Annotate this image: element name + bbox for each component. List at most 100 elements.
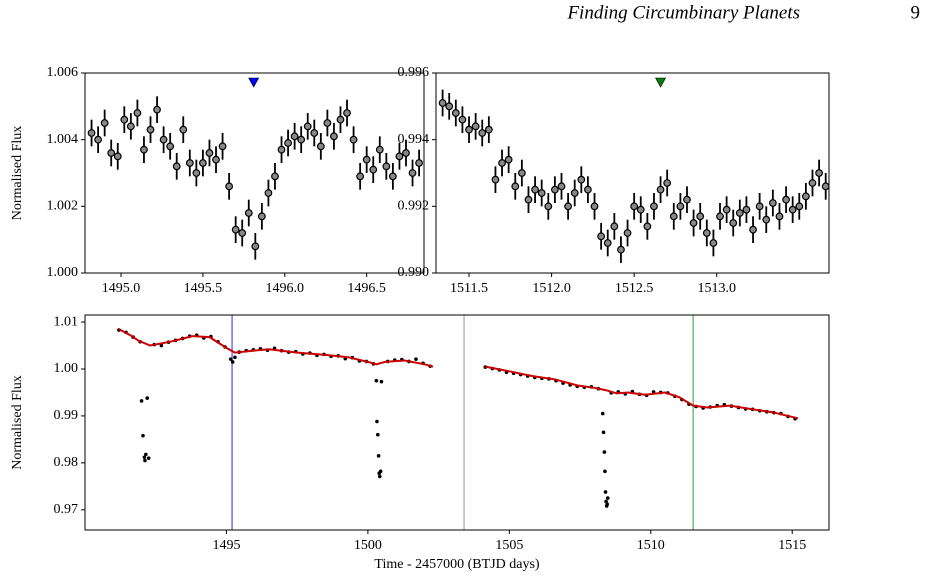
flux-point bbox=[604, 499, 608, 504]
x-tick-label: 1510 bbox=[637, 538, 665, 553]
flux-point bbox=[603, 490, 608, 494]
data-point bbox=[445, 102, 454, 111]
y-tick-label: 1.002 bbox=[47, 199, 79, 214]
data-point bbox=[650, 202, 658, 211]
data-point bbox=[120, 115, 129, 124]
data-point bbox=[617, 245, 625, 254]
data-point bbox=[126, 122, 135, 131]
data-point bbox=[218, 142, 227, 151]
data-point bbox=[343, 109, 351, 117]
flux-point bbox=[146, 456, 151, 460]
data-point bbox=[821, 182, 829, 191]
y-tick-label: 1.01 bbox=[54, 314, 79, 329]
data-point bbox=[795, 202, 804, 211]
data-point bbox=[133, 109, 142, 117]
x-tick-label: 1505 bbox=[495, 538, 523, 553]
data-point bbox=[603, 239, 612, 247]
flux-point bbox=[374, 378, 379, 383]
data-point bbox=[550, 185, 559, 194]
x-tick-label: 1500 bbox=[354, 538, 382, 553]
data-point bbox=[212, 155, 220, 164]
data-point bbox=[408, 169, 417, 177]
data-point bbox=[271, 172, 279, 181]
data-point bbox=[669, 212, 678, 221]
data-point bbox=[192, 169, 201, 177]
data-point bbox=[630, 202, 639, 211]
transit-marker bbox=[655, 77, 667, 88]
y-tick-label: 0.97 bbox=[54, 502, 79, 517]
data-point bbox=[330, 132, 338, 141]
data-point bbox=[402, 149, 410, 157]
data-point bbox=[517, 169, 526, 177]
data-point bbox=[755, 202, 764, 211]
data-point bbox=[388, 172, 397, 181]
data-point bbox=[87, 129, 96, 137]
flux-point bbox=[144, 452, 148, 457]
data-point bbox=[484, 125, 493, 134]
data-point bbox=[491, 175, 500, 184]
data-point bbox=[815, 169, 823, 177]
flux-point bbox=[141, 433, 145, 438]
data-point bbox=[382, 162, 391, 171]
data-point bbox=[801, 192, 810, 201]
data-point bbox=[768, 199, 777, 207]
data-point bbox=[303, 122, 312, 131]
data-point bbox=[362, 155, 371, 164]
y-axis-label: Normalised Flux bbox=[10, 375, 25, 470]
data-point bbox=[689, 219, 698, 227]
data-point bbox=[277, 145, 286, 154]
y-axis-label: Normalised Flux bbox=[10, 126, 25, 221]
flux-point bbox=[159, 343, 164, 348]
plot-area bbox=[438, 77, 829, 263]
data-point bbox=[577, 175, 586, 184]
data-point bbox=[284, 139, 292, 147]
data-point bbox=[729, 219, 738, 227]
flux-point bbox=[143, 458, 147, 463]
y-tick-label: 1.006 bbox=[47, 65, 79, 80]
data-point bbox=[166, 142, 175, 151]
plot-area bbox=[87, 77, 423, 260]
data-point bbox=[584, 185, 592, 194]
flux-point bbox=[602, 450, 607, 454]
data-point bbox=[782, 195, 790, 204]
data-point bbox=[251, 242, 260, 251]
data-point bbox=[643, 222, 652, 231]
data-point bbox=[564, 202, 573, 211]
flux-point bbox=[605, 496, 610, 500]
flux-point bbox=[376, 454, 381, 458]
data-point bbox=[140, 145, 148, 154]
x-tick-label: 1515 bbox=[778, 538, 806, 553]
data-point bbox=[636, 205, 645, 214]
data-point bbox=[264, 189, 273, 197]
y-tick-label: 1.000 bbox=[47, 265, 79, 280]
page-number: 9 bbox=[911, 2, 921, 23]
y-tick-label: 0.994 bbox=[398, 132, 430, 147]
data-point bbox=[415, 159, 423, 167]
data-point bbox=[238, 229, 247, 237]
trend-line bbox=[118, 328, 799, 420]
data-point bbox=[323, 119, 332, 127]
data-point bbox=[451, 109, 460, 117]
data-point bbox=[458, 115, 467, 124]
data-point bbox=[185, 159, 194, 167]
data-point bbox=[498, 159, 506, 167]
data-point bbox=[310, 129, 319, 137]
data-point bbox=[788, 205, 797, 214]
data-point bbox=[610, 222, 619, 231]
data-point bbox=[676, 202, 685, 211]
data-point bbox=[557, 182, 566, 191]
transit-marker bbox=[248, 77, 260, 88]
data-point bbox=[395, 152, 404, 161]
flux-point bbox=[378, 469, 383, 474]
x-tick-label: 1495.5 bbox=[184, 281, 223, 296]
plot-frame bbox=[435, 72, 830, 274]
plot-frame bbox=[84, 314, 830, 531]
flux-point bbox=[230, 360, 235, 364]
data-point bbox=[438, 99, 447, 107]
data-point bbox=[749, 225, 757, 234]
data-point bbox=[369, 165, 378, 174]
data-point bbox=[742, 205, 751, 214]
data-point bbox=[722, 205, 731, 214]
flux-point bbox=[603, 469, 607, 474]
data-point bbox=[544, 202, 553, 211]
